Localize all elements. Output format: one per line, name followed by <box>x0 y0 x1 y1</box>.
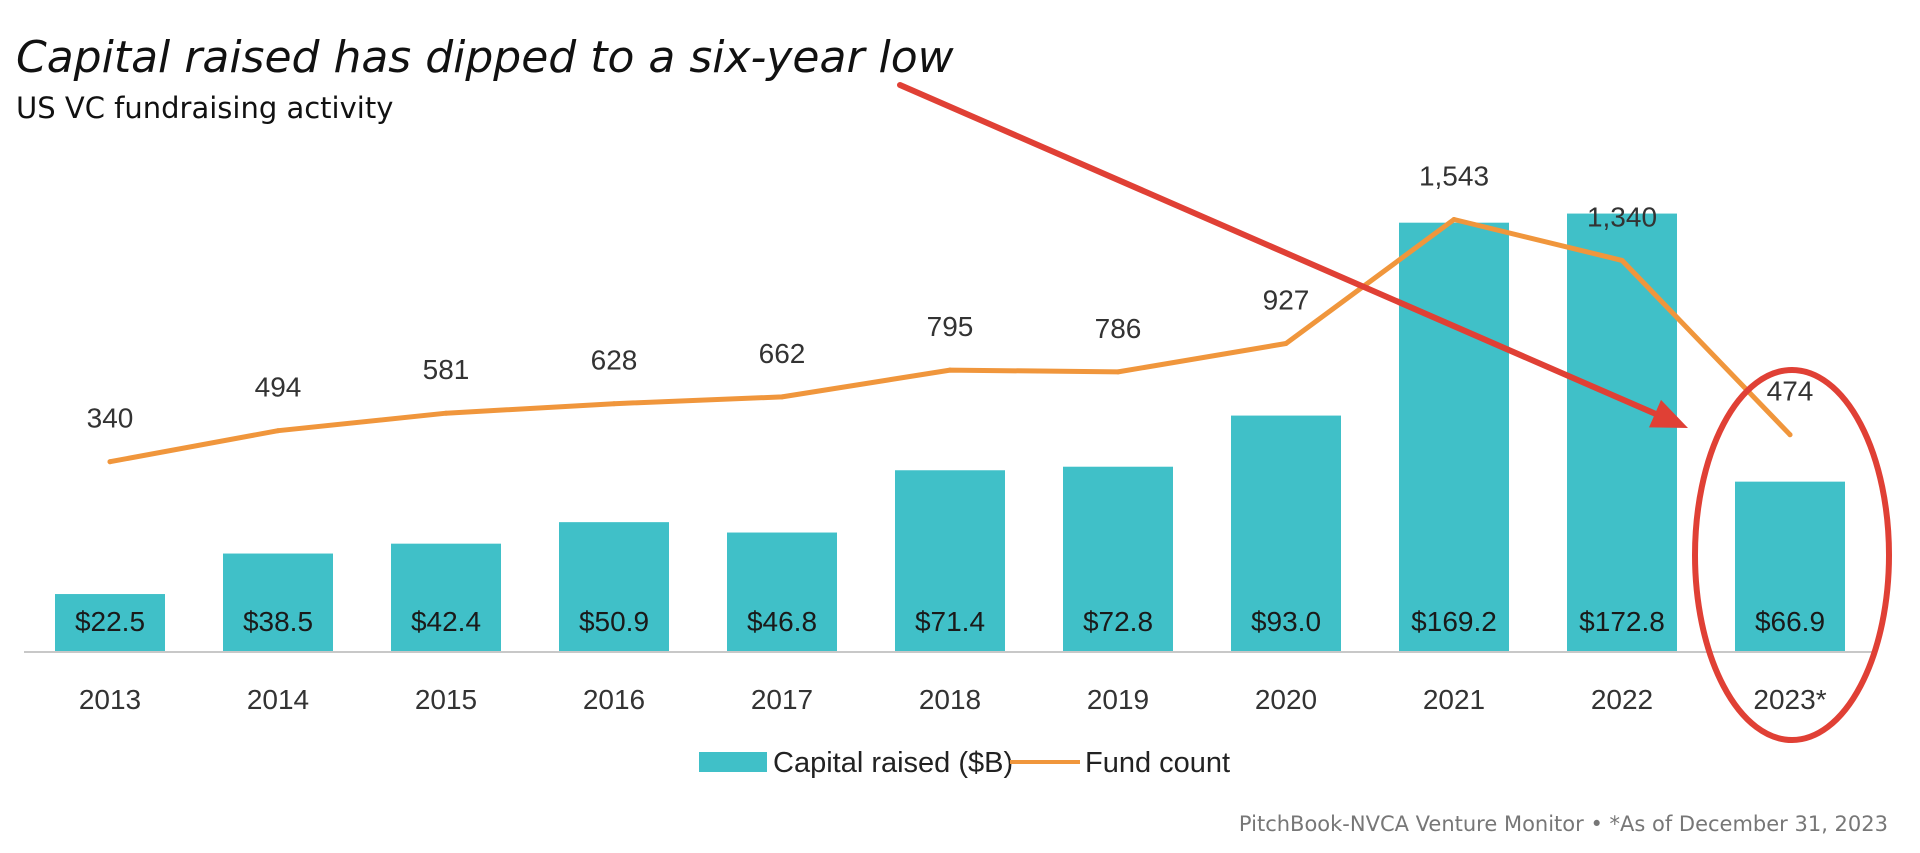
bar-2016 <box>559 522 669 651</box>
x-tick-2018: 2018 <box>919 684 981 715</box>
bar-label-2018: $71.4 <box>915 606 985 637</box>
fund-count-point-2022 <box>1619 257 1625 263</box>
source-note: PitchBook-NVCA Venture Monitor • *As of … <box>1239 812 1888 836</box>
fund-count-point-2013 <box>107 459 113 465</box>
bar-label-2023*: $66.9 <box>1755 606 1825 637</box>
x-tick-2021: 2021 <box>1423 684 1485 715</box>
bar-label-2013: $22.5 <box>75 606 145 637</box>
line-series <box>107 216 1793 465</box>
x-tick-2016: 2016 <box>583 684 645 715</box>
fund-count-label-2021: 1,543 <box>1419 160 1489 191</box>
fund-count-label-2020: 927 <box>1263 285 1310 316</box>
chart-subtitle: US VC fundraising activity <box>16 91 393 125</box>
bar-2013 <box>55 594 165 651</box>
bar-2021 <box>1399 222 1509 651</box>
bar-label-2020: $93.0 <box>1251 606 1321 637</box>
bar-2014 <box>223 553 333 651</box>
fund-count-label-2017: 662 <box>759 338 806 369</box>
x-tick-2015: 2015 <box>415 684 477 715</box>
bar-2022 <box>1567 213 1677 651</box>
line-value-labels: 340 494 581 628 662 795 786 927 1,543 1,340 474 <box>87 160 1814 433</box>
legend-label-capital: Capital raised ($B) <box>773 747 1013 779</box>
bar-label-2022: $172.8 <box>1579 606 1665 637</box>
bar-label-2016: $50.9 <box>579 606 649 637</box>
bar-2017 <box>727 532 837 651</box>
fund-count-point-2014 <box>275 428 281 434</box>
annotation-layer <box>897 82 1892 743</box>
bar-value-labels: $22.5 $38.5 $42.4 $50.9 $46.8 $71.4 $72.8 $93.0… <box>75 606 1825 637</box>
fund-count-point-2015 <box>443 410 449 416</box>
bar-2019 <box>1063 466 1173 651</box>
fund-count-label-2016: 628 <box>591 345 638 376</box>
bar-series <box>55 213 1845 651</box>
fund-count-label-2013: 340 <box>87 403 134 434</box>
fund-count-point-2023* <box>1787 432 1793 438</box>
bar-2020 <box>1231 415 1341 651</box>
x-tick-2019: 2019 <box>1087 684 1149 715</box>
fund-count-point-2020 <box>1283 341 1289 347</box>
bar-2018 <box>895 470 1005 651</box>
fund-count-label-2014: 494 <box>255 372 302 403</box>
bar-label-2021: $169.2 <box>1411 606 1497 637</box>
bar-2023* <box>1735 481 1845 651</box>
bar-label-2014: $38.5 <box>243 606 313 637</box>
x-tick-2014: 2014 <box>247 684 309 715</box>
bar-label-2017: $46.8 <box>747 606 817 637</box>
fund-count-point-2018 <box>947 367 953 373</box>
x-tick-2017: 2017 <box>751 684 813 715</box>
fund-count-label-2015: 581 <box>423 354 470 385</box>
chart-title: Capital raised has dipped to a six-year … <box>16 32 955 83</box>
fund-count-point-2016 <box>611 401 617 407</box>
legend: Capital raised ($B) Fund count <box>699 747 1230 779</box>
x-tick-2020: 2020 <box>1255 684 1317 715</box>
annotation-arrow-shaft <box>897 82 1658 417</box>
legend-label-fund-count: Fund count <box>1085 747 1230 779</box>
bar-2015 <box>391 543 501 651</box>
x-axis-ticks: 2013 2014 2015 2016 2017 2018 2019 2020 2021 2022… <box>79 684 1827 715</box>
annotation-arrow-head <box>1649 399 1688 428</box>
fund-count-point-2019 <box>1115 369 1121 375</box>
x-tick-2013: 2013 <box>79 684 141 715</box>
fund-count-label-2019: 786 <box>1095 313 1142 344</box>
legend-swatch-capital <box>699 752 767 772</box>
bar-label-2019: $72.8 <box>1083 606 1153 637</box>
fund-count-label-2018: 795 <box>927 311 974 342</box>
fund-count-label-2022: 1,340 <box>1587 201 1657 232</box>
fund-count-label-2023*: 474 <box>1767 376 1814 407</box>
bar-label-2015: $42.4 <box>411 606 481 637</box>
fund-count-point-2021 <box>1451 216 1457 222</box>
x-tick-2022: 2022 <box>1591 684 1653 715</box>
fund-count-point-2017 <box>779 394 785 400</box>
x-tick-2023*: 2023* <box>1753 684 1826 715</box>
annotation-circle-2023 <box>1692 367 1892 743</box>
